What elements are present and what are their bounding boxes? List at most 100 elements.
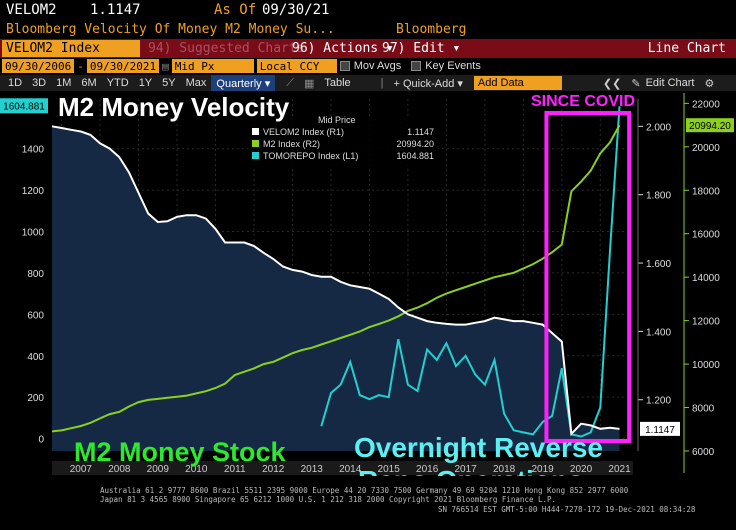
legend-title: Mid Price [318, 115, 356, 125]
currency-field[interactable]: Local CCY [256, 59, 337, 73]
chart-style-icon[interactable]: ⟋ [286, 76, 294, 89]
axes-layer: 2007 2008 2009 2010 2011 2012 2013 2014 2015 2016… [0, 93, 734, 475]
x-axis-band [52, 461, 633, 475]
right1-last-label: 1.1147 [645, 425, 675, 436]
m2-index-line [51, 124, 621, 433]
mov-avgs-checkbox[interactable] [339, 61, 350, 71]
mov-avgs-label: Mov Avgs [353, 60, 402, 72]
x-tick-label: 2014 [339, 464, 362, 475]
legend-entry-value: 1.1147 [407, 127, 434, 137]
left-tick-label: 1200 [22, 186, 45, 197]
quick-add-divider: | [380, 77, 384, 89]
x-tick-label: 2009 [147, 464, 170, 475]
right1-tick-label: 1.400 [646, 327, 671, 338]
end-date-field[interactable]: 09/30/2021 [86, 59, 160, 73]
stock-title: M2 Money Stock [74, 437, 287, 467]
left-tick-label: 400 [27, 352, 44, 363]
period-6m[interactable]: 6M [81, 77, 97, 89]
right1-tick-label: 1.600 [646, 259, 671, 270]
edit-chart-icon[interactable]: ✎ [631, 77, 641, 90]
legend-swatch [252, 152, 259, 159]
date-controls: 09/30/2006 - 09/30/2021 ▤ Mid Px Local C… [0, 58, 736, 74]
period-1d[interactable]: 1D [8, 77, 23, 89]
velocity-area [52, 126, 620, 451]
right2-tick-label: 10000 [692, 360, 720, 371]
table-button[interactable]: Table [324, 77, 351, 89]
x-tick-label: 2008 [108, 464, 131, 475]
period-max[interactable]: Max [185, 77, 207, 89]
right2-tick-label: 18000 [692, 186, 720, 197]
left-last-badge [0, 98, 48, 114]
annotations: M2 Money Velocity M2 Money Stock SINCE COV… [58, 92, 635, 476]
right2-last-label: 20994.20 [689, 121, 731, 132]
right2-tick-label: 8000 [692, 404, 715, 415]
ticker-value: 1.1147 [90, 2, 141, 18]
ticker-header: VELOM2 1.1147 As Of 09/30/21 [0, 0, 736, 20]
add-data-input[interactable]: Add Data [473, 76, 562, 90]
velocity-area-layer [52, 126, 620, 451]
period-1m[interactable]: 1M [56, 77, 72, 89]
source-label: Bloomberg [396, 22, 467, 37]
price-type-field[interactable]: Mid Px [171, 59, 254, 73]
line-chart[interactable]: 2007 2008 2009 2010 2011 2012 2013 2014 2015 2016… [0, 91, 736, 476]
right1-last-badge [640, 421, 680, 436]
key-events-checkbox[interactable] [411, 61, 422, 71]
legend-entry-value: 1604.881 [396, 151, 434, 161]
as-of-date[interactable]: 09/30/21 [262, 2, 330, 18]
footer-session-line: SN 766514 EST GMT-5:00 H444-7278-172 19-… [438, 505, 696, 514]
period-5y[interactable]: 5Y [162, 77, 176, 89]
velom2-index-line [51, 125, 620, 437]
index-field[interactable]: VELOM2 Index [2, 40, 140, 57]
left-tick-label: 200 [27, 393, 44, 404]
left-tick-label: 1400 [22, 145, 45, 156]
legend-swatch [252, 128, 259, 135]
quick-add-button[interactable]: + Quick-Add ▾ [393, 77, 463, 90]
legend-box [248, 119, 438, 167]
x-tick-label: 2018 [493, 464, 516, 475]
x-tick-label: 2017 [455, 464, 478, 475]
legend-entry-name: TOMOREPO Index (L1) [263, 151, 358, 161]
table-icon[interactable]: ▦ [303, 77, 315, 90]
since-covid-highlight-box [544, 111, 632, 443]
period-1y[interactable]: 1Y [138, 77, 153, 89]
calendar-icon[interactable]: ▤ [162, 59, 169, 73]
description-row: Bloomberg Velocity Of Money M2 Money Su.… [0, 20, 736, 39]
legend-entry-value: 20994.20 [396, 139, 434, 149]
chart-type-label[interactable]: Line Chart [647, 41, 726, 56]
period-3d[interactable]: 3D [32, 77, 47, 89]
x-tick-label: 2019 [531, 464, 554, 475]
x-tick-label: 2010 [185, 464, 208, 475]
right1-tick-label: 2.000 [646, 122, 671, 133]
period-ytd[interactable]: YTD [106, 77, 129, 89]
settings-gear-icon[interactable]: ⚙ [704, 77, 715, 90]
start-date-field[interactable]: 09/30/2006 [2, 59, 75, 73]
suggested-charts-button[interactable]: 94) Suggested Charts [148, 41, 305, 56]
x-tick-label: 2021 [608, 464, 631, 475]
left-tick-label: 1000 [22, 228, 45, 239]
left-tick-label: 600 [27, 310, 44, 321]
left-last-label: 1604.881 [3, 101, 45, 112]
right2-tick-label: 20000 [692, 143, 720, 154]
collapse-icon[interactable]: ❮❮ [602, 77, 622, 90]
edit-menu[interactable]: 97) Edit ▾ [382, 41, 461, 56]
legend-entry-name: VELOM2 Index (R1) [263, 127, 344, 137]
right1-tick-label: 1.200 [646, 396, 671, 407]
footer-contacts-line1: Australia 61 2 9777 8600 Brazil 5511 239… [100, 486, 629, 495]
range-bar: 1D 3D 1M 6M YTD 1Y 5Y Max Quarterly ▾ ⟋ … [0, 75, 736, 91]
key-events-label: Key Events [425, 60, 481, 72]
function-toolbar: VELOM2 Index 94) Suggested Charts 96) Ac… [0, 39, 736, 58]
actions-menu[interactable]: 96) Actions ▾ [292, 41, 394, 56]
right2-last-badge [686, 118, 734, 133]
edit-chart-button[interactable]: Edit Chart [645, 77, 695, 89]
x-tick-label: 2012 [262, 464, 285, 475]
since-covid-label: SINCE COVID [531, 93, 635, 110]
right2-tick-label: 14000 [692, 273, 720, 284]
x-tick-label: 2007 [70, 464, 93, 475]
x-tick-label: 2015 [378, 464, 401, 475]
frequency-select[interactable]: Quarterly ▾ [211, 75, 276, 91]
date-separator: - [77, 59, 84, 73]
ticker-symbol[interactable]: VELOM2 [6, 2, 57, 18]
x-tick-label: 2016 [416, 464, 439, 475]
repo-label-line2: Repo Operations [358, 465, 584, 476]
left-tick-label: 0 [38, 435, 44, 446]
